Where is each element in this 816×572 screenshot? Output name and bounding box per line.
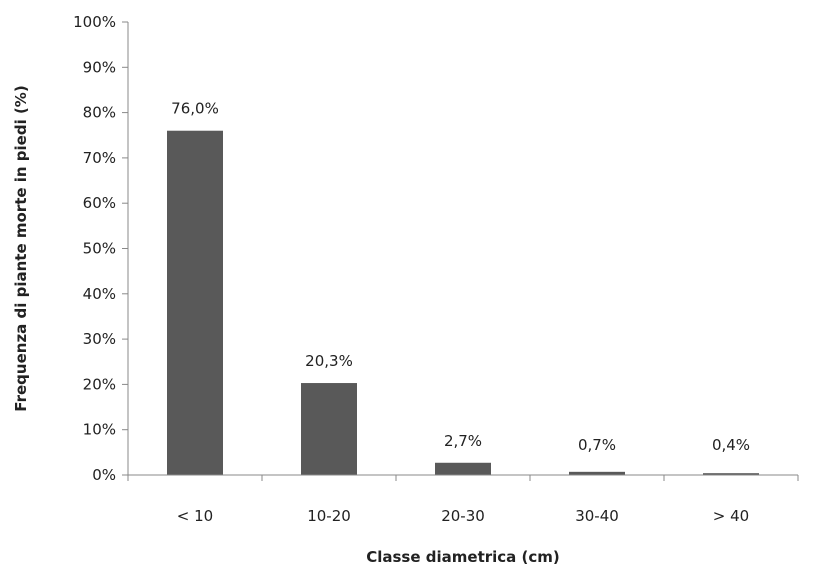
bar	[435, 462, 491, 475]
y-tick-label: 60%	[83, 194, 116, 212]
x-axis-ticks: < 10 10-20 20-30 30-40 > 40	[127, 475, 799, 525]
y-tick-label: 70%	[83, 149, 116, 167]
x-axis-title: Classe diametrica (cm)	[366, 548, 560, 566]
x-tick-label: 30-40	[575, 507, 619, 525]
bar	[167, 130, 223, 475]
y-tick-label: 50%	[83, 240, 116, 258]
bar	[569, 471, 625, 475]
x-tick-label: 20-30	[441, 507, 485, 525]
y-tick-label: 20%	[83, 375, 116, 393]
y-tick-label: 100%	[73, 13, 116, 31]
y-tick-label: 0%	[92, 466, 116, 484]
x-tick-label: < 10	[177, 507, 213, 525]
y-axis-title: Frequenza di piante morte in piedi (%)	[12, 85, 30, 411]
bar-data-label: 2,7%	[444, 432, 482, 450]
bar-data-label: 0,7%	[578, 436, 616, 454]
bar-data-label: 0,4%	[712, 436, 750, 454]
bar-data-label: 76,0%	[171, 100, 219, 118]
y-axis-ticks: 0% 10% 20% 30% 40% 50% 60% 70% 80% 90% 100%	[73, 13, 128, 484]
y-tick-label: 90%	[83, 58, 116, 76]
bar	[301, 383, 357, 475]
data-labels: 76,0% 20,3% 2,7% 0,7% 0,4%	[171, 100, 750, 454]
y-tick-label: 30%	[83, 330, 116, 348]
bar-data-label: 20,3%	[305, 352, 353, 370]
x-tick-label: > 40	[713, 507, 749, 525]
bar	[703, 473, 759, 475]
y-tick-label: 80%	[83, 104, 116, 122]
y-tick-label: 40%	[83, 285, 116, 303]
bars	[167, 130, 759, 475]
y-tick-label: 10%	[83, 421, 116, 439]
x-tick-label: 10-20	[307, 507, 351, 525]
